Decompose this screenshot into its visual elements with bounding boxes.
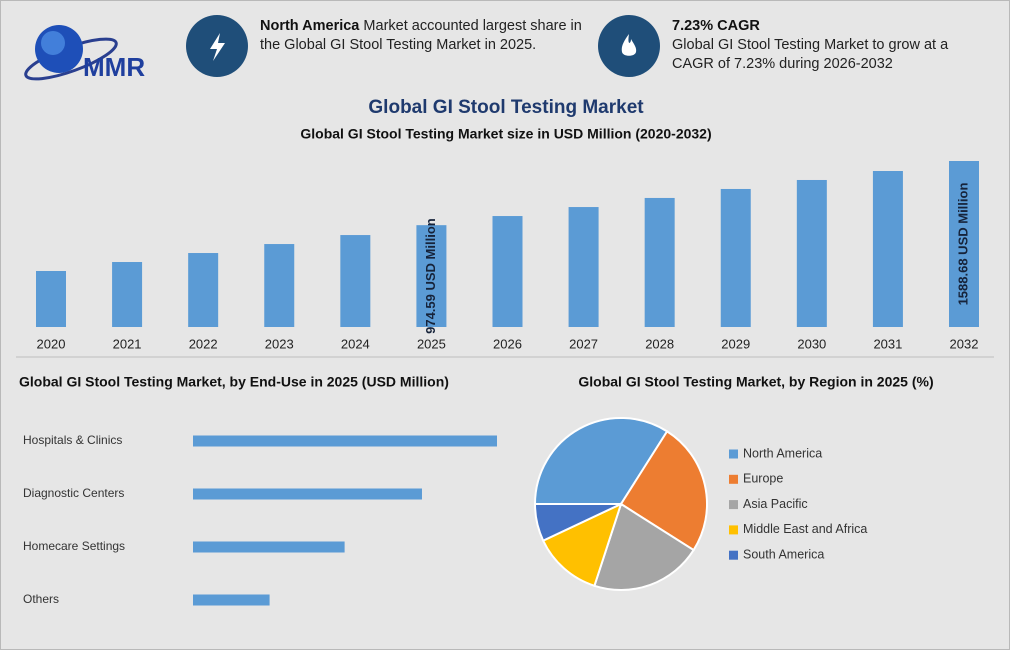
x-tick-label: 2028 (645, 336, 674, 351)
flame-icon (621, 34, 637, 56)
y-tick-label: Others (23, 592, 59, 606)
y-tick-label: Hospitals & Clinics (23, 433, 122, 447)
x-tick-label: 2029 (721, 336, 750, 351)
x-tick-label: 2020 (37, 336, 66, 351)
bar (340, 235, 371, 327)
bar (193, 435, 497, 447)
x-tick-label: 2023 (265, 336, 294, 351)
pie-slice (619, 430, 708, 552)
bar (568, 207, 599, 327)
highlight-bold: 7.23% CAGR (672, 18, 760, 34)
legend-swatch (729, 449, 738, 459)
legend-swatch (729, 550, 738, 560)
chart-title: Global GI Stool Testing Market, by End-U… (19, 374, 449, 390)
bar (720, 188, 751, 327)
bar (264, 244, 295, 327)
x-tick-label: 2024 (341, 336, 370, 351)
bar (416, 225, 447, 327)
x-tick-label: 2025 (417, 336, 446, 351)
bar (796, 179, 827, 327)
legend-label: South America (743, 547, 824, 561)
pie-slice (533, 503, 622, 542)
highlight: 7.23% CAGR Global GI Stool Testing Market… (672, 17, 992, 74)
value-label: 974.59 USD Million (423, 218, 438, 334)
bar (872, 170, 903, 327)
bar (644, 197, 675, 327)
bar (492, 216, 523, 327)
legend-label: Asia Pacific (743, 497, 808, 511)
legend-label: North America (743, 446, 822, 460)
main-title: Global GI Stool Testing Market (368, 97, 644, 118)
pie-slice (541, 502, 623, 588)
bar (193, 488, 422, 500)
x-tick-label: 2030 (797, 336, 826, 351)
charts: Global GI Stool Testing Market size in U… (19, 126, 979, 606)
logo-text: MMR (83, 52, 145, 82)
y-tick-label: Homecare Settings (23, 539, 125, 553)
bar (193, 594, 270, 606)
x-tick-label: 2027 (569, 336, 598, 351)
highlight: North America Market accounted largest s… (260, 17, 585, 55)
legend-swatch (729, 525, 738, 535)
y-tick-label: Diagnostic Centers (23, 486, 124, 500)
bolt-icon (210, 33, 225, 61)
logo-globe-shine (41, 31, 65, 55)
chart-title: Global GI Stool Testing Market size in U… (300, 126, 711, 142)
legend-label: Europe (743, 472, 783, 486)
value-label: 1588.68 USD Million (955, 183, 970, 306)
bar (193, 541, 345, 553)
x-tick-label: 2021 (113, 336, 142, 351)
pie-slice (593, 502, 695, 591)
bar (112, 262, 143, 327)
legend-swatch (729, 500, 738, 510)
logo: MMR (24, 25, 145, 82)
legend-swatch (729, 474, 738, 484)
x-tick-label: 2022 (189, 336, 218, 351)
highlight-bold: North America (260, 18, 360, 34)
chart-title: Global GI Stool Testing Market, by Regio… (578, 374, 933, 390)
legend-label: Middle East and Africa (743, 522, 867, 536)
highlight-text: Global GI Stool Testing Market to grow a… (672, 37, 949, 72)
x-tick-label: 2031 (873, 336, 902, 351)
x-tick-label: 2026 (493, 336, 522, 351)
bar (949, 161, 979, 327)
bar (36, 270, 66, 327)
x-tick-label: 2032 (950, 336, 979, 351)
bar (188, 253, 219, 327)
highlight-text: Market accounted largest share in the Gl… (260, 18, 582, 53)
